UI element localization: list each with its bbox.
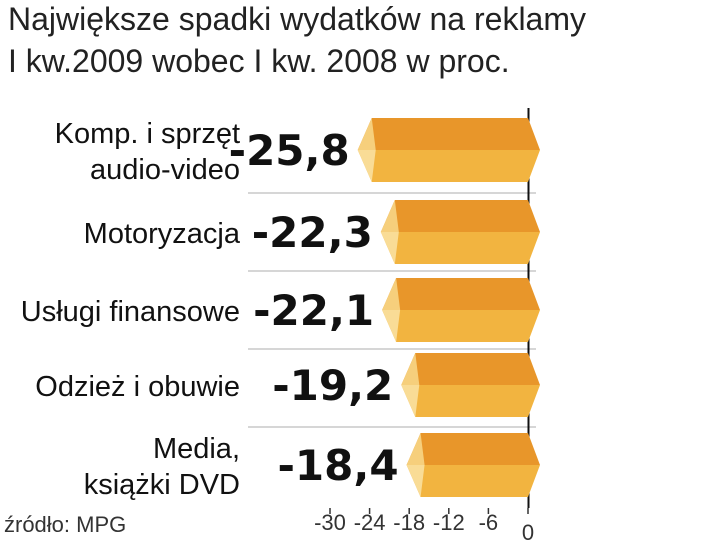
value-label: -22,3 [252,208,373,257]
chart-title-line-2: I kw.2009 wobec I kw. 2008 w proc. [8,43,510,79]
value-label: -22,1 [253,286,374,335]
category-label: Komp. i sprzęt [55,118,240,150]
value-label: -18,4 [277,441,398,490]
bar-cap [380,200,399,264]
bar [406,433,540,497]
bar-cap [382,278,401,342]
x-tick-label: -12 [433,510,465,535]
value-label: -19,2 [272,361,393,410]
category-label: Odzież i obuwie [35,371,240,403]
bar [401,353,540,417]
bar [357,118,540,182]
category-label: Media, [153,433,240,465]
x-tick-label: -24 [354,510,386,535]
bar [380,200,540,264]
source-label: źródło: MPG [4,512,126,537]
category-label: Usługi finansowe [21,296,240,328]
x-tick-label: -6 [479,510,499,535]
category-label: audio-video [90,154,240,186]
x-tick-label: -18 [393,510,425,535]
bar-cap [401,353,420,417]
category-label: Motoryzacja [84,218,241,250]
category-label: książki DVD [84,469,240,501]
x-tick-label: -30 [314,510,346,535]
bar-cap [357,118,376,182]
value-label: -25,8 [229,126,350,175]
bar [382,278,540,342]
chart-title-line-1: Największe spadki wydatków na reklamy [8,1,586,37]
x-tick-label: 0 [522,520,534,545]
bar-cap [406,433,425,497]
